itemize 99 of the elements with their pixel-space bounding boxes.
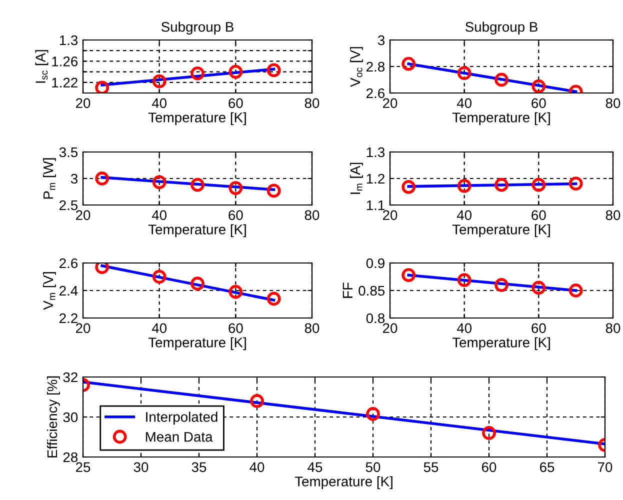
x-tick-label: 60	[532, 323, 546, 334]
point	[266, 292, 281, 306]
x-tick-label: 45	[308, 462, 322, 472]
point	[532, 280, 546, 295]
x-tick-label: 20	[382, 98, 398, 108]
x-tick-label: 40	[456, 210, 472, 220]
point	[494, 72, 508, 87]
x-tick-label: 40	[456, 98, 472, 108]
y-tick-label: 3	[70, 174, 78, 184]
point	[95, 172, 110, 186]
legend-label: Interpolated	[146, 412, 218, 425]
point	[190, 178, 204, 192]
y-tick-label: 1.1	[366, 200, 384, 210]
y-tick-label: 30	[63, 412, 78, 422]
y-axis-title: FF	[342, 282, 352, 298]
x-tick-label: 60	[228, 323, 243, 334]
y-axis-title: V$_{oc}$ [V]	[350, 47, 363, 87]
y-tick-label: 2.5	[60, 200, 78, 210]
y-tick-label: 2.6	[60, 258, 78, 268]
point	[228, 64, 243, 79]
point	[152, 74, 166, 88]
x-tick-label: 20	[382, 323, 398, 334]
y-tick-label: 0.9	[366, 258, 384, 268]
x-tick-label: 60	[532, 210, 546, 220]
x-tick-label: 80	[606, 98, 620, 108]
x-tick-label: 40	[152, 98, 167, 108]
y-tick-label: 2.8	[366, 62, 385, 72]
point	[152, 175, 166, 190]
x-tick-label: 40	[250, 462, 264, 472]
y-tick-label: 0.8	[366, 313, 385, 324]
x-axis-title: Temperature [K]	[148, 112, 246, 126]
x-tick-label: 80	[304, 323, 320, 334]
x-tick-label: 20	[76, 98, 90, 108]
y-tick-label: 2.4	[60, 286, 78, 296]
point	[266, 63, 281, 78]
legend-label: Mean Data	[146, 432, 213, 442]
y-axis-title: I$_{m}$ [A]	[350, 162, 363, 194]
x-axis-title: Temperature [K]	[452, 224, 550, 238]
y-tick-label: 3.5	[59, 147, 78, 158]
x-tick-label: 40	[152, 210, 167, 220]
point	[366, 407, 380, 421]
chart-title: Subgroup B	[465, 22, 538, 35]
y-axis-title: Efficiency [%]	[46, 376, 60, 458]
y-tick-label: 0.85	[358, 286, 385, 296]
x-axis-title: Temperature [K]	[452, 337, 550, 350]
y-tick-label: 1.26	[52, 56, 78, 66]
point	[457, 66, 472, 80]
point	[228, 284, 243, 299]
y-tick-label: 1.2	[366, 174, 384, 184]
y-tick-label: 1.22	[52, 78, 78, 88]
point	[228, 181, 243, 195]
x-axis-title: Temperature [K]	[148, 224, 246, 238]
point	[402, 268, 416, 282]
x-tick-label: 60	[228, 210, 243, 220]
x-tick-label: 80	[606, 323, 620, 334]
x-tick-label: 80	[304, 98, 320, 108]
point	[402, 56, 416, 71]
point	[568, 284, 583, 298]
x-tick-label: 40	[456, 323, 472, 334]
point	[95, 263, 110, 274]
point	[190, 66, 204, 80]
x-tick-label: 60	[228, 98, 243, 108]
x-tick-label: 20	[76, 323, 90, 334]
x-tick-label: 50	[366, 462, 380, 472]
x-tick-label: 30	[134, 462, 148, 472]
y-tick-label: 2.6	[366, 88, 385, 98]
chart-title: Subgroup B	[161, 22, 234, 35]
x-tick-label: 65	[540, 462, 554, 472]
x-axis-title: Temperature [K]	[452, 112, 550, 126]
x-tick-label: 20	[76, 210, 90, 220]
x-axis-title: Temperature [K]	[148, 337, 246, 350]
x-tick-label: 35	[192, 462, 206, 472]
x-tick-label: 60	[482, 462, 496, 472]
point	[190, 276, 204, 291]
y-tick-label: 1.3	[366, 147, 385, 158]
y-tick-label: 2.2	[60, 313, 78, 324]
x-tick-label: 70	[598, 462, 612, 472]
point	[266, 184, 281, 198]
point	[152, 270, 166, 284]
point	[250, 394, 264, 408]
point	[457, 273, 472, 287]
y-tick-label: 3	[378, 35, 385, 46]
x-axis-title: Temperature [K]	[294, 476, 392, 490]
x-tick-label: 40	[152, 323, 167, 334]
y-axis-title: P$_{m}$ [W]	[43, 158, 56, 199]
x-tick-label: 80	[304, 210, 320, 220]
x-tick-label: 60	[532, 98, 546, 108]
x-tick-label: 20	[382, 210, 398, 220]
x-tick-label: 55	[424, 462, 438, 472]
x-tick-label: 25	[76, 462, 90, 472]
x-tick-label: 80	[606, 210, 620, 220]
point	[494, 278, 508, 292]
y-tick-label: 32	[63, 372, 78, 382]
point	[532, 79, 546, 93]
y-axis-title: I$_{sc}$ [A]	[35, 50, 48, 83]
point	[95, 80, 110, 93]
y-tick-label: 1.3	[60, 35, 78, 46]
y-tick-label: 28	[63, 452, 78, 462]
y-axis-title: V$_{m}$ [V]	[43, 272, 56, 310]
